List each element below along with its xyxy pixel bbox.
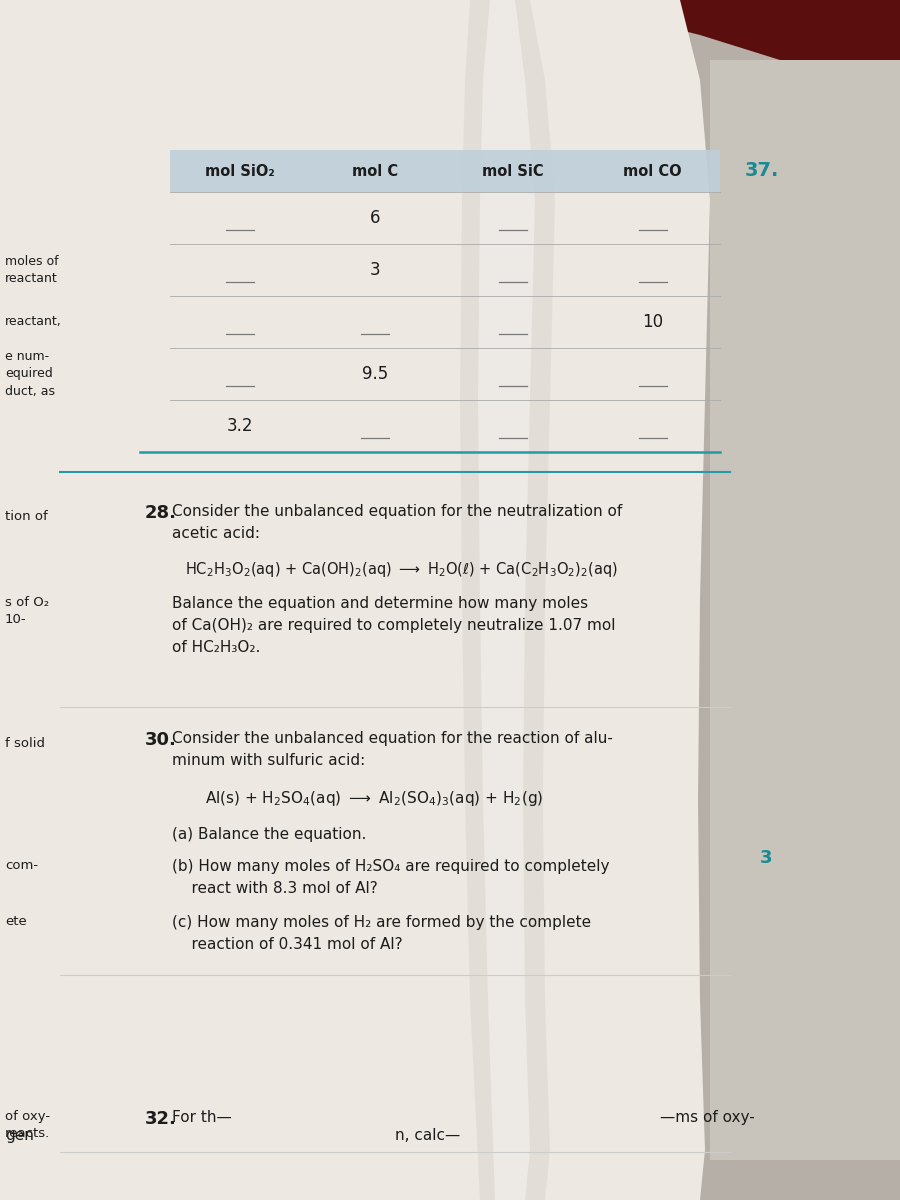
Text: 3: 3	[760, 850, 772, 866]
Text: 30.: 30.	[145, 731, 177, 749]
Text: reactant,: reactant,	[5, 316, 62, 329]
Bar	[170, 150, 720, 192]
Text: mol SiO₂: mol SiO₂	[205, 163, 274, 179]
FancyBboxPatch shape	[620, 0, 900, 1200]
Text: Consider the unbalanced equation for the neutralization of
acetic acid:: Consider the unbalanced equation for the…	[172, 504, 622, 540]
Polygon shape	[500, 0, 900, 160]
Text: e num-
equired
duct, as: e num- equired duct, as	[5, 350, 55, 397]
Text: mol SiC: mol SiC	[482, 163, 544, 179]
Text: 3: 3	[370, 260, 381, 278]
Text: moles of
reactant: moles of reactant	[5, 254, 58, 284]
Text: mol C: mol C	[352, 163, 398, 179]
Text: Balance the equation and determine how many moles
of Ca(OH)₂ are required to com: Balance the equation and determine how m…	[172, 596, 616, 655]
Text: 6: 6	[370, 209, 380, 227]
Text: tion of: tion of	[5, 510, 48, 523]
Text: gen: gen	[5, 1128, 34, 1142]
Text: 10: 10	[642, 313, 663, 331]
Text: —ms of oxy-: —ms of oxy-	[660, 1110, 755, 1126]
Text: (a) Balance the equation.: (a) Balance the equation.	[172, 827, 366, 842]
Text: Al(s) + H$_2$SO$_4$(aq) $\longrightarrow$ Al$_2$(SO$_4$)$_3$(aq) + H$_2$(g): Al(s) + H$_2$SO$_4$(aq) $\longrightarrow…	[205, 790, 544, 808]
Text: Consider the unbalanced equation for the reaction of alu-
minum with sulfuric ac: Consider the unbalanced equation for the…	[172, 731, 613, 768]
Text: 3.2: 3.2	[227, 416, 253, 434]
Text: n, calc—: n, calc—	[395, 1128, 460, 1142]
Text: 28.: 28.	[145, 504, 177, 522]
Text: (b) How many moles of H₂SO₄ are required to completely
    react with 8.3 mol of: (b) How many moles of H₂SO₄ are required…	[172, 859, 609, 895]
Text: s of O₂
10-: s of O₂ 10-	[5, 596, 50, 626]
Bar	[0, 0, 900, 160]
Text: f solid: f solid	[5, 737, 45, 750]
Text: com-: com-	[5, 859, 38, 872]
Text: (c) How many moles of H₂ are formed by the complete
    reaction of 0.341 mol of: (c) How many moles of H₂ are formed by t…	[172, 914, 591, 952]
Text: 9.5: 9.5	[362, 365, 388, 383]
Text: of oxy-
reacts.: of oxy- reacts.	[5, 1110, 50, 1140]
Polygon shape	[0, 0, 710, 1200]
Text: 32.: 32.	[145, 1110, 177, 1128]
Text: For th—: For th—	[172, 1110, 232, 1126]
Text: ete: ete	[5, 914, 27, 928]
Text: mol CO: mol CO	[623, 163, 682, 179]
Text: 37.: 37.	[745, 162, 779, 180]
Text: HC$_2$H$_3$O$_2$(aq) + Ca(OH)$_2$(aq) $\longrightarrow$ H$_2$O($\ell$) + Ca(C$_2: HC$_2$H$_3$O$_2$(aq) + Ca(OH)$_2$(aq) $\…	[185, 560, 618, 578]
Polygon shape	[460, 0, 555, 1200]
Polygon shape	[478, 0, 535, 1200]
Bar	[710, 60, 900, 1160]
